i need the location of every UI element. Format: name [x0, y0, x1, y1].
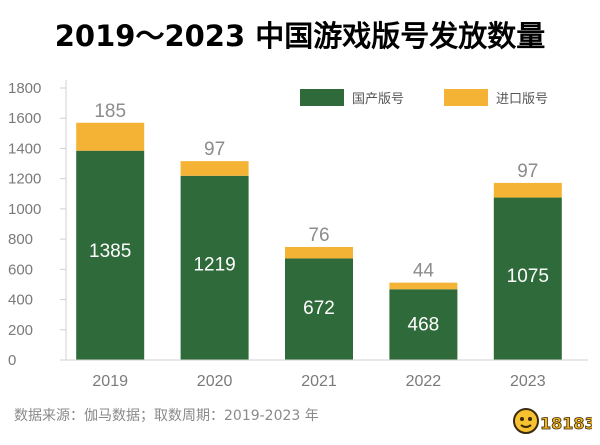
bar-imported-2019 — [76, 122, 145, 151]
data-label-domestic-2020: 1219 — [193, 254, 235, 275]
y-tick-label: 0 — [8, 352, 16, 369]
y-tick-label: 400 — [8, 292, 33, 309]
bar-imported-2020 — [180, 161, 249, 176]
legend-swatch-1 — [444, 89, 488, 106]
data-label-imported-2019: 185 — [94, 101, 126, 122]
data-label-domestic-2019: 1385 — [89, 241, 131, 262]
bar-domestic-2021 — [285, 258, 353, 360]
y-tick-label: 1400 — [8, 140, 41, 157]
data-label-imported-2023: 97 — [517, 161, 538, 182]
bar-domestic-2023 — [493, 197, 562, 360]
y-tick-label: 600 — [8, 261, 33, 278]
legend-label-0: 国产版号 — [352, 92, 404, 107]
bar-imported-2023 — [493, 182, 562, 198]
y-tick-label: 800 — [8, 231, 33, 248]
watermark-text: 18183 — [540, 414, 592, 433]
x-axis: 2019 2020 2021 2022 2023 — [66, 359, 588, 390]
data-label-domestic-2023: 1075 — [507, 266, 549, 287]
source-note: 数据来源：伽马数据；取数周期：2019-2023 年 — [14, 408, 319, 424]
x-tick-label: 2020 — [197, 373, 233, 390]
data-label-domestic-2021: 672 — [303, 298, 335, 319]
chart-title: 2019～2023 中国游戏版号发放数量 — [55, 19, 546, 53]
x-tick-label: 2019 — [92, 373, 128, 390]
bar-imported-2022 — [389, 282, 458, 290]
bar-imported-2021 — [285, 246, 353, 259]
x-tick-label: 2021 — [301, 373, 337, 390]
y-tick-label: 1800 — [8, 80, 41, 97]
legend: 国产版号 进口版号 — [300, 89, 548, 107]
data-label-imported-2020: 97 — [204, 139, 225, 160]
x-tick-label: 2022 — [406, 373, 442, 390]
bar-domestic-2022 — [389, 289, 458, 360]
y-axis: 0 200 400 600 800 1000 1200 1400 1600 1800 — [8, 80, 67, 369]
watermark-logo: 18183 — [512, 405, 596, 439]
legend-label-1: 进口版号 — [496, 92, 548, 107]
y-tick-label: 1000 — [8, 201, 41, 218]
legend-swatch-0 — [300, 89, 344, 106]
data-label-domestic-2022: 468 — [408, 315, 440, 336]
bar-domestic-2019 — [76, 150, 145, 360]
mascot-face-icon — [513, 408, 539, 434]
y-tick-label: 200 — [8, 322, 33, 339]
bar-group: 1385 185 1219 97 672 76 468 44 1075 97 — [76, 101, 562, 360]
data-label-imported-2022: 44 — [413, 261, 435, 282]
x-tick-label: 2023 — [510, 373, 546, 390]
y-tick-label: 1200 — [8, 171, 41, 188]
data-label-imported-2021: 76 — [308, 225, 329, 246]
y-tick-label: 1600 — [8, 110, 41, 127]
bar-domestic-2020 — [180, 175, 249, 360]
